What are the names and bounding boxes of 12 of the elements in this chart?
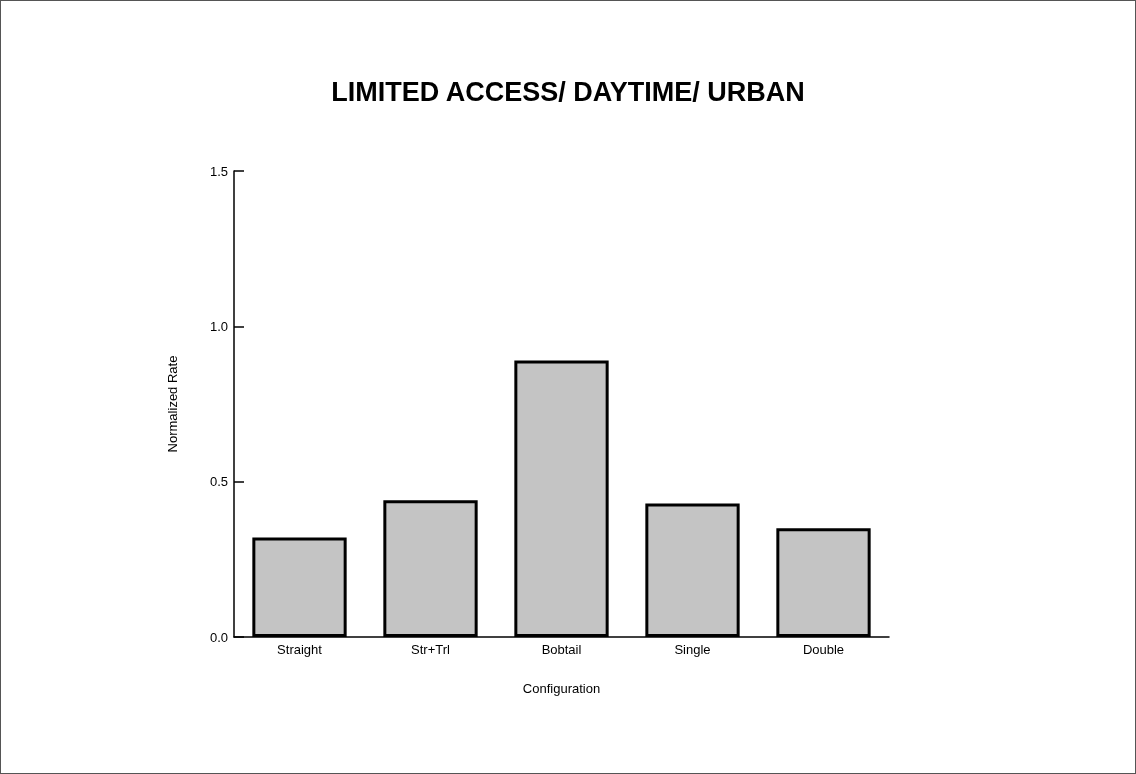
- y-tick-label: 0.5: [209, 474, 228, 490]
- x-axis-title: Configuration: [522, 681, 601, 696]
- y-axis-title: Normalized Rate: [165, 355, 180, 453]
- x-tick-label: Double: [802, 642, 845, 657]
- y-tick-label: 0.0: [209, 629, 228, 645]
- chart-title: LIMITED ACCESS/ DAYTIME/ URBAN: [331, 76, 805, 107]
- y-tick-label: 1.5: [209, 163, 228, 179]
- x-tick-label: Straight: [277, 642, 323, 657]
- y-tick-label: 1.0: [209, 318, 228, 334]
- x-tick-label: Str+Trl: [411, 642, 451, 657]
- x-tick-label: Bobtail: [541, 642, 582, 657]
- x-tick-label: Single: [674, 642, 711, 657]
